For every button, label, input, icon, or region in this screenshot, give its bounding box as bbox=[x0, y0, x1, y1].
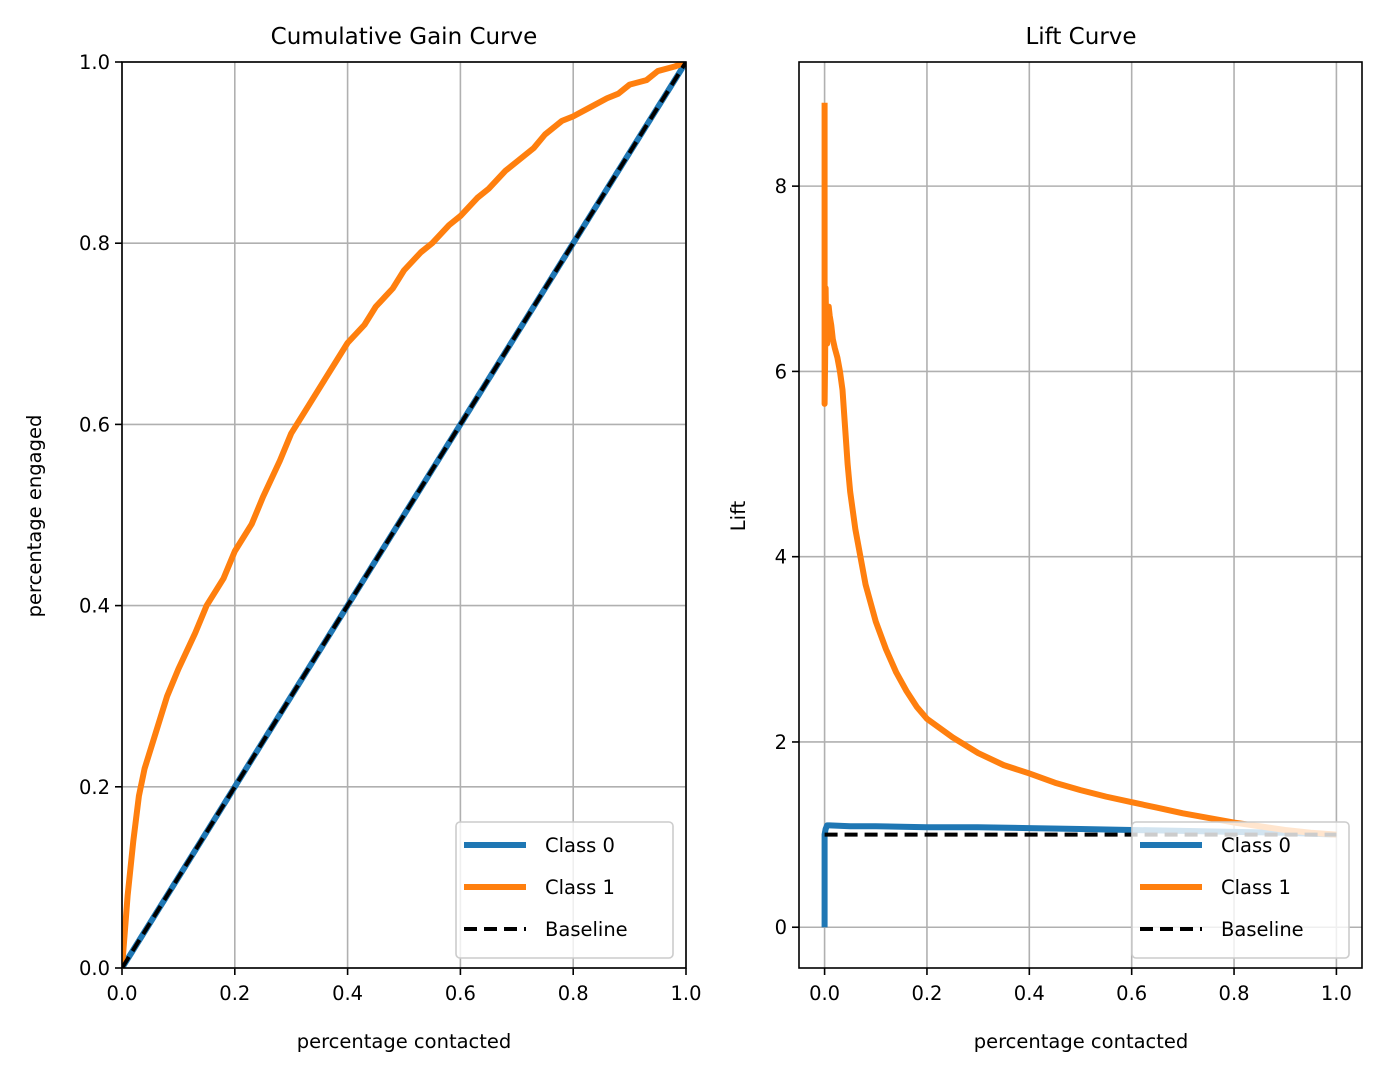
plot-area: 0.0 0.2 0.4 0.6 0.8 1.0 0.0 0.2 0.4 0.6 0.8 1.0 Clas… bbox=[79, 51, 702, 1005]
legend-label: Baseline bbox=[1221, 918, 1304, 941]
y-tick-label: 0 bbox=[775, 916, 787, 939]
y-tick-label: 0.0 bbox=[79, 957, 110, 980]
series-line-class-1 bbox=[821, 102, 1337, 838]
x-tick-label: 0.8 bbox=[558, 982, 589, 1005]
chart-title: Cumulative Gain Curve bbox=[271, 24, 538, 50]
plot-area: 0.0 0.2 0.4 0.6 0.8 1.0 0 2 4 6 8 Class 0 Class 1 Bas… bbox=[775, 61, 1363, 1005]
legend-label: Baseline bbox=[545, 918, 628, 941]
legend-label: Class 0 bbox=[1221, 834, 1291, 857]
legend-box bbox=[455, 821, 674, 959]
x-tick-label: 1.0 bbox=[670, 982, 701, 1005]
y-tick-label: 0.2 bbox=[79, 776, 110, 799]
y-tick-label: 1.0 bbox=[79, 51, 110, 74]
legend-box bbox=[1131, 821, 1350, 959]
series-line-class-1 bbox=[122, 62, 686, 968]
y-tick-label: 0.6 bbox=[79, 413, 110, 436]
lift-chart: Lift Curve 0.0 0.2 0.4 0.6 0.8 1.0 0 2 4 6 8 Class … bbox=[727, 24, 1363, 1053]
x-tick-label: 0.4 bbox=[1014, 982, 1045, 1005]
x-axis-label: percentage contacted bbox=[974, 1030, 1189, 1053]
y-axis-label: percentage engaged bbox=[23, 415, 46, 618]
legend: Class 0 Class 1 Baseline bbox=[455, 821, 674, 959]
x-tick-label: 0.2 bbox=[219, 982, 250, 1005]
cumulative-gain-chart: Cumulative Gain Curve 0.0 0.2 0.4 0.6 0.8 1.0… bbox=[23, 24, 702, 1053]
x-tick-label: 0.8 bbox=[1219, 982, 1250, 1005]
y-tick-label: 6 bbox=[775, 360, 787, 383]
x-tick-label: 0.6 bbox=[1116, 982, 1147, 1005]
y-tick-label: 0.4 bbox=[79, 595, 110, 618]
x-tick-label: 0.2 bbox=[911, 982, 942, 1005]
y-axis-label: Lift bbox=[727, 500, 750, 531]
axes-frame bbox=[121, 61, 687, 969]
x-tick-label: 1.0 bbox=[1321, 982, 1352, 1005]
x-tick-label: 0.4 bbox=[332, 982, 363, 1005]
series-line-baseline bbox=[122, 62, 686, 968]
axes-frame bbox=[798, 61, 1363, 969]
x-tick-label: 0.0 bbox=[809, 982, 840, 1005]
x-tick-label: 0.6 bbox=[445, 982, 476, 1005]
y-tick-label: 8 bbox=[775, 175, 787, 198]
chart-title: Lift Curve bbox=[1025, 24, 1136, 50]
series-group bbox=[821, 102, 1337, 928]
legend-label: Class 0 bbox=[545, 834, 615, 857]
series-group bbox=[122, 62, 686, 968]
y-tick-label: 2 bbox=[775, 731, 787, 754]
legend-label: Class 1 bbox=[545, 876, 615, 899]
x-tick-label: 0.0 bbox=[106, 982, 137, 1005]
y-tick-label: 4 bbox=[775, 546, 787, 569]
x-axis-label: percentage contacted bbox=[297, 1030, 512, 1053]
legend: Class 0 Class 1 Baseline bbox=[1131, 821, 1350, 959]
legend-label: Class 1 bbox=[1221, 876, 1291, 899]
y-tick-label: 0.8 bbox=[79, 232, 110, 255]
